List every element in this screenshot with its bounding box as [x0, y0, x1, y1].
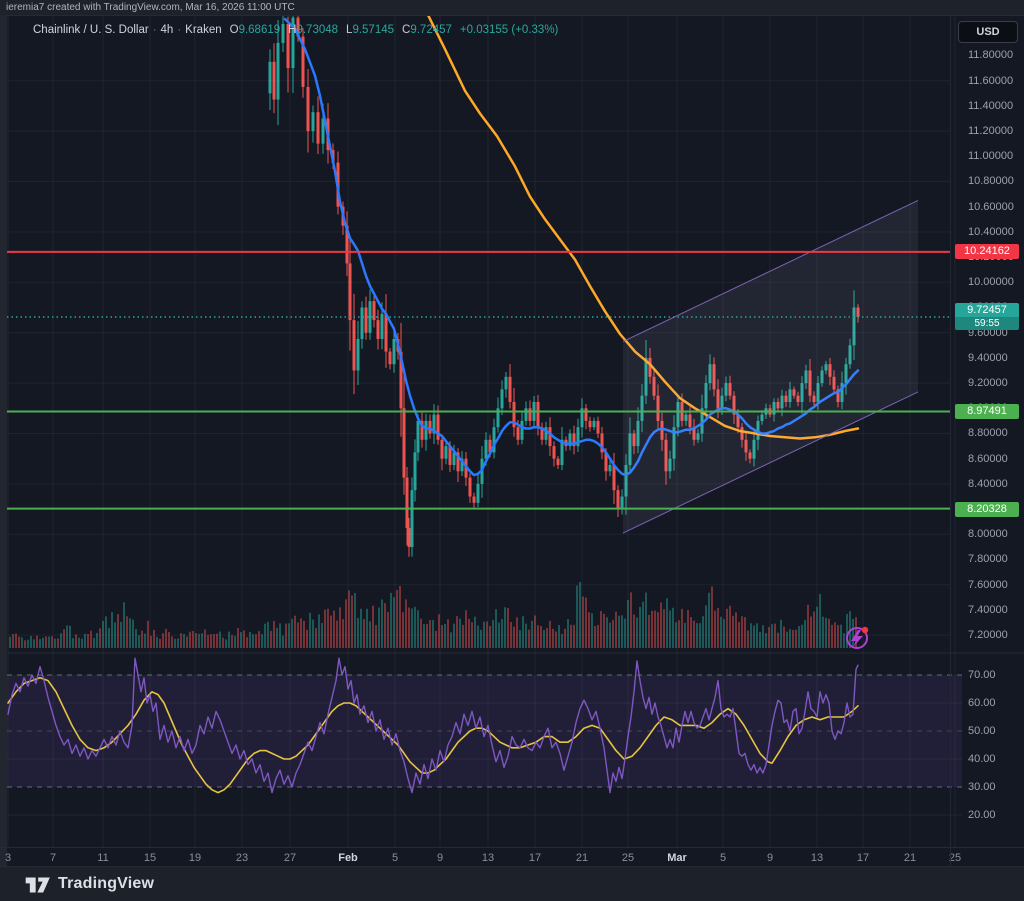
time-tick-label: 9 — [766, 852, 774, 864]
time-tick-label: 17 — [528, 852, 542, 864]
price-axis-divider — [950, 15, 951, 866]
price-tick-label: 9.20000 — [968, 377, 1008, 390]
last-price-value: 9.72457 — [967, 304, 1007, 316]
price-tick-label: 8.40000 — [968, 477, 1008, 490]
time-tick-label: 17 — [856, 852, 870, 864]
time-tick-label: 13 — [810, 852, 824, 864]
tradingview-logo-icon[interactable] — [24, 874, 54, 896]
price-tick-label: 7.80000 — [968, 553, 1008, 566]
time-tick-label: 25 — [948, 852, 962, 864]
time-tick-label: 25 — [621, 852, 635, 864]
exchange-label[interactable]: Kraken — [185, 24, 222, 36]
price-tick-label: 10.40000 — [968, 225, 1014, 238]
price-tick-label: 11.80000 — [968, 49, 1014, 62]
rsi-tick-label: 70.00 — [968, 669, 996, 681]
attribution-bar: ieremia7 created with TradingView.com, M… — [0, 0, 1024, 16]
left-margin-strip — [0, 15, 7, 866]
price-tick-label: 9.40000 — [968, 351, 1008, 364]
time-tick-label: 21 — [575, 852, 589, 864]
bar-countdown: 59:55 — [955, 317, 1019, 330]
time-tick-label: 5 — [719, 852, 727, 864]
main-pane[interactable] — [9, 9, 860, 648]
price-tick-label: 8.80000 — [968, 427, 1008, 440]
open-value: 9.68619 — [238, 24, 281, 36]
price-tick-label: 11.20000 — [968, 125, 1014, 138]
price-tick-label: 7.40000 — [968, 603, 1008, 616]
price-tick-label: 8.00000 — [968, 528, 1008, 541]
price-tick-label: 11.60000 — [968, 74, 1014, 87]
time-axis-divider — [0, 847, 1024, 848]
price-tick-label: 10.60000 — [968, 200, 1014, 213]
rsi-tick-label: 60.00 — [968, 697, 996, 709]
time-tick-label: 3 — [4, 852, 12, 864]
time-tick-label: 9 — [436, 852, 444, 864]
time-tick-label: 13 — [481, 852, 495, 864]
rsi-tick-label: 40.00 — [968, 753, 996, 765]
footer-bar: TradingView — [0, 866, 1024, 901]
time-tick-label: 21 — [903, 852, 917, 864]
price-tick-label: 11.40000 — [968, 99, 1014, 112]
price-tick-label: 8.60000 — [968, 452, 1008, 465]
rsi-tick-label: 20.00 — [968, 809, 996, 821]
price-tick-label: 7.20000 — [968, 629, 1008, 642]
close-value: 9.72457 — [410, 24, 452, 36]
last-price-badge[interactable]: 9.72457 59:55 — [955, 303, 1019, 330]
open-label: O — [229, 24, 239, 36]
rsi-tick-label: 50.00 — [968, 725, 996, 737]
time-month-label: Mar — [667, 852, 687, 864]
price-tick-label: 7.60000 — [968, 578, 1008, 591]
currency-toggle-button[interactable]: USD — [958, 21, 1018, 43]
low-value: 9.57145 — [352, 24, 395, 36]
time-tick-label: 5 — [391, 852, 399, 864]
instant-trading-icon[interactable] — [846, 626, 869, 649]
price-alert-badge-resistance[interactable]: 10.24162 — [955, 244, 1019, 259]
parallel-channel-drawing[interactable] — [622, 199, 919, 534]
legend-separator: · — [152, 24, 157, 36]
time-month-label: Feb — [338, 852, 358, 864]
price-level-badge-support1[interactable]: 8.97491 — [955, 404, 1019, 419]
change-value: +0.03155 (+0.33%) — [459, 24, 559, 36]
time-tick-label: 15 — [143, 852, 157, 864]
time-tick-label: 23 — [235, 852, 249, 864]
symbol-name[interactable]: Chainlink / U. S. Dollar — [33, 24, 149, 36]
interval-label[interactable]: 4h — [160, 24, 174, 36]
candlestick-series — [268, 15, 860, 557]
rsi-pane[interactable] — [7, 657, 962, 794]
time-tick-label: 19 — [188, 852, 202, 864]
high-value: 9.73048 — [296, 24, 339, 36]
legend-separator: · — [177, 24, 182, 36]
time-tick-label: 11 — [97, 852, 109, 864]
notification-dot — [861, 626, 869, 634]
grid — [7, 15, 962, 847]
price-tick-label: 10.80000 — [968, 175, 1014, 188]
symbol-legend[interactable]: Chainlink / U. S. Dollar · 4h · Kraken O9.686… — [33, 24, 558, 36]
time-tick-label: 27 — [283, 852, 297, 864]
price-level-badge-support2[interactable]: 8.20328 — [955, 502, 1019, 517]
tradingview-wordmark[interactable]: TradingView — [58, 875, 155, 892]
volume-series — [9, 582, 857, 648]
horizontal-levels[interactable] — [7, 250, 950, 510]
price-tick-label: 11.00000 — [968, 150, 1014, 163]
rsi-tick-label: 30.00 — [968, 781, 996, 793]
time-tick-label: 7 — [49, 852, 57, 864]
price-tick-label: 10.00000 — [968, 276, 1014, 289]
attribution-text: ieremia7 created with TradingView.com, M… — [6, 2, 295, 13]
